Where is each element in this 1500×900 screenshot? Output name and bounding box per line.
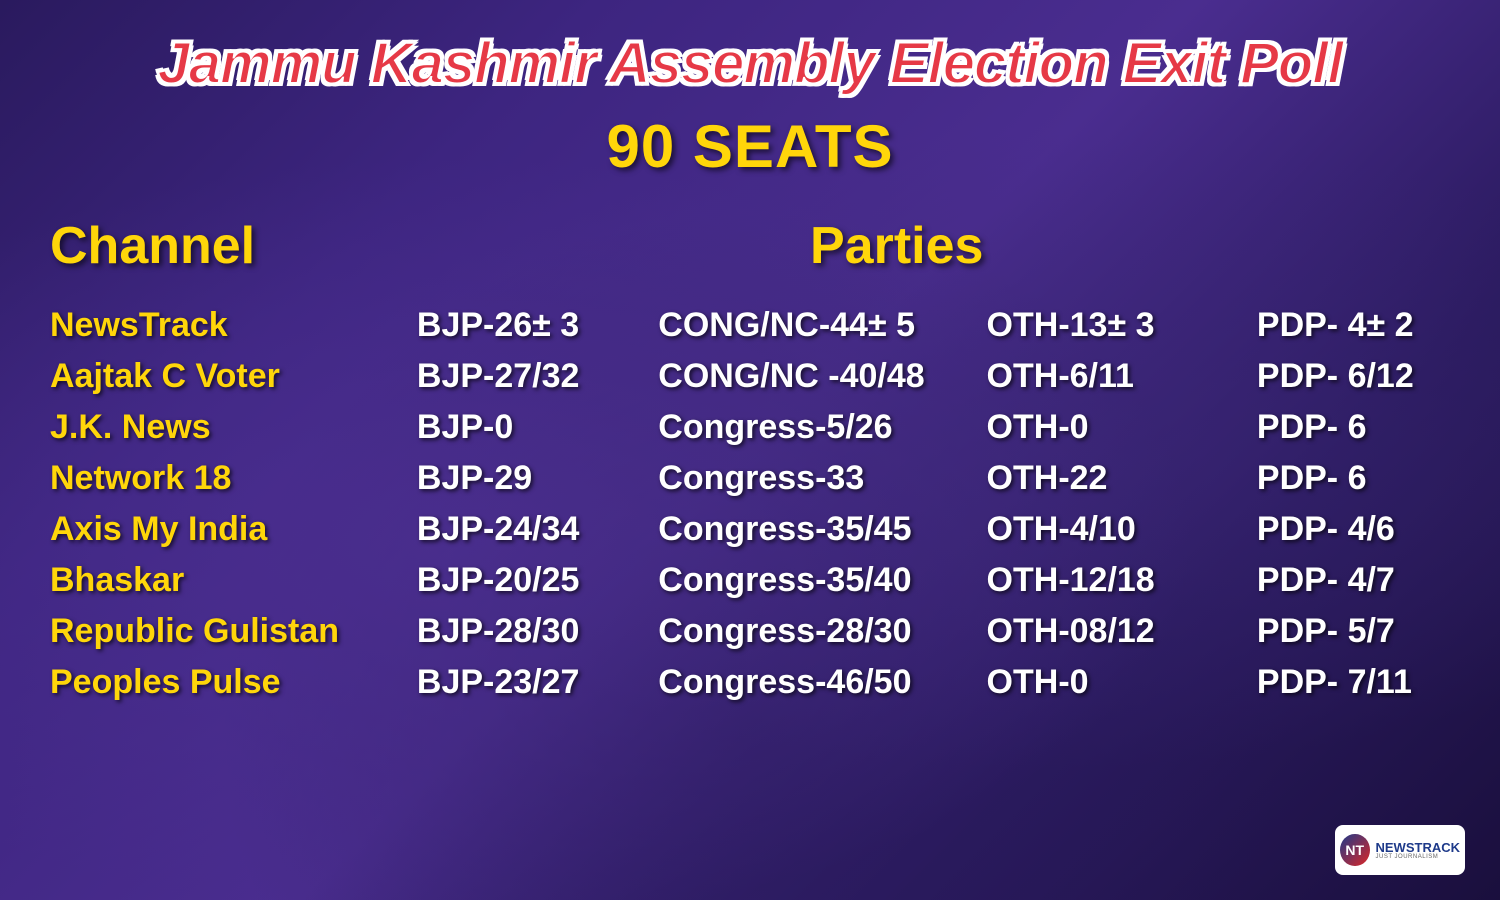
channel-cell: Bhaskar	[50, 561, 417, 600]
pdp-cell: PDP- 6	[1257, 408, 1450, 447]
others-cell: OTH-12/18	[987, 561, 1257, 600]
channel-cell: Network 18	[50, 459, 417, 498]
table-row: BhaskarBJP-20/25Congress-35/40OTH-12/18P…	[50, 561, 1450, 600]
channel-cell: Axis My India	[50, 510, 417, 549]
pdp-cell: PDP- 4/7	[1257, 561, 1450, 600]
bjp-cell: BJP-0	[417, 408, 658, 447]
channel-cell: Republic Gulistan	[50, 612, 417, 651]
table-row: Peoples PulseBJP-23/27Congress-46/50OTH-…	[50, 663, 1450, 702]
pdp-cell: PDP- 6/12	[1257, 357, 1450, 396]
table-row: J.K. NewsBJP-0Congress-5/26OTH-0PDP- 6	[50, 408, 1450, 447]
bjp-cell: BJP-27/32	[417, 357, 658, 396]
bjp-cell: BJP-24/34	[417, 510, 658, 549]
others-cell: OTH-08/12	[987, 612, 1257, 651]
logo-text-wrapper: NEWSTRACK JUST JOURNALISM	[1376, 841, 1461, 860]
logo-icon: NT	[1340, 834, 1370, 866]
others-cell: OTH-6/11	[987, 357, 1257, 396]
congress-cell: Congress-28/30	[658, 612, 986, 651]
congress-cell: Congress-33	[658, 459, 986, 498]
pdp-cell: PDP- 4/6	[1257, 510, 1450, 549]
congress-cell: Congress-46/50	[658, 663, 986, 702]
table-headers: Channel Parties	[50, 216, 1450, 276]
channel-cell: Aajtak C Voter	[50, 357, 417, 396]
table-row: Axis My IndiaBJP-24/34Congress-35/45OTH-…	[50, 510, 1450, 549]
others-cell: OTH-4/10	[987, 510, 1257, 549]
bjp-cell: BJP-26± 3	[417, 306, 658, 345]
data-table: NewsTrackBJP-26± 3CONG/NC-44± 5OTH-13± 3…	[50, 306, 1450, 702]
table-row: Network 18BJP-29Congress-33OTH-22PDP- 6	[50, 459, 1450, 498]
bjp-cell: BJP-23/27	[417, 663, 658, 702]
channel-cell: Peoples Pulse	[50, 663, 417, 702]
pdp-cell: PDP- 6	[1257, 459, 1450, 498]
channel-cell: NewsTrack	[50, 306, 417, 345]
main-container: Jammu Kashmir Assembly Election Exit Pol…	[0, 0, 1500, 900]
table-row: NewsTrackBJP-26± 3CONG/NC-44± 5OTH-13± 3…	[50, 306, 1450, 345]
congress-cell: Congress-35/45	[658, 510, 986, 549]
pdp-cell: PDP- 7/11	[1257, 663, 1450, 702]
table-row: Republic GulistanBJP-28/30Congress-28/30…	[50, 612, 1450, 651]
header-channel: Channel	[50, 216, 430, 276]
page-title: Jammu Kashmir Assembly Election Exit Pol…	[50, 30, 1450, 97]
header-parties: Parties	[430, 216, 1450, 276]
pdp-cell: PDP- 5/7	[1257, 612, 1450, 651]
seats-count: 90 SEATS	[50, 112, 1450, 181]
bjp-cell: BJP-29	[417, 459, 658, 498]
newstrack-logo: NT NEWSTRACK JUST JOURNALISM	[1335, 825, 1465, 875]
pdp-cell: PDP- 4± 2	[1257, 306, 1450, 345]
congress-cell: Congress-35/40	[658, 561, 986, 600]
bjp-cell: BJP-28/30	[417, 612, 658, 651]
others-cell: OTH-13± 3	[987, 306, 1257, 345]
bjp-cell: BJP-20/25	[417, 561, 658, 600]
congress-cell: Congress-5/26	[658, 408, 986, 447]
congress-cell: CONG/NC-44± 5	[658, 306, 986, 345]
logo-brand: NEWSTRACK	[1376, 841, 1461, 854]
others-cell: OTH-22	[987, 459, 1257, 498]
others-cell: OTH-0	[987, 663, 1257, 702]
congress-cell: CONG/NC -40/48	[658, 357, 986, 396]
channel-cell: J.K. News	[50, 408, 417, 447]
table-row: Aajtak C VoterBJP-27/32CONG/NC -40/48OTH…	[50, 357, 1450, 396]
others-cell: OTH-0	[987, 408, 1257, 447]
